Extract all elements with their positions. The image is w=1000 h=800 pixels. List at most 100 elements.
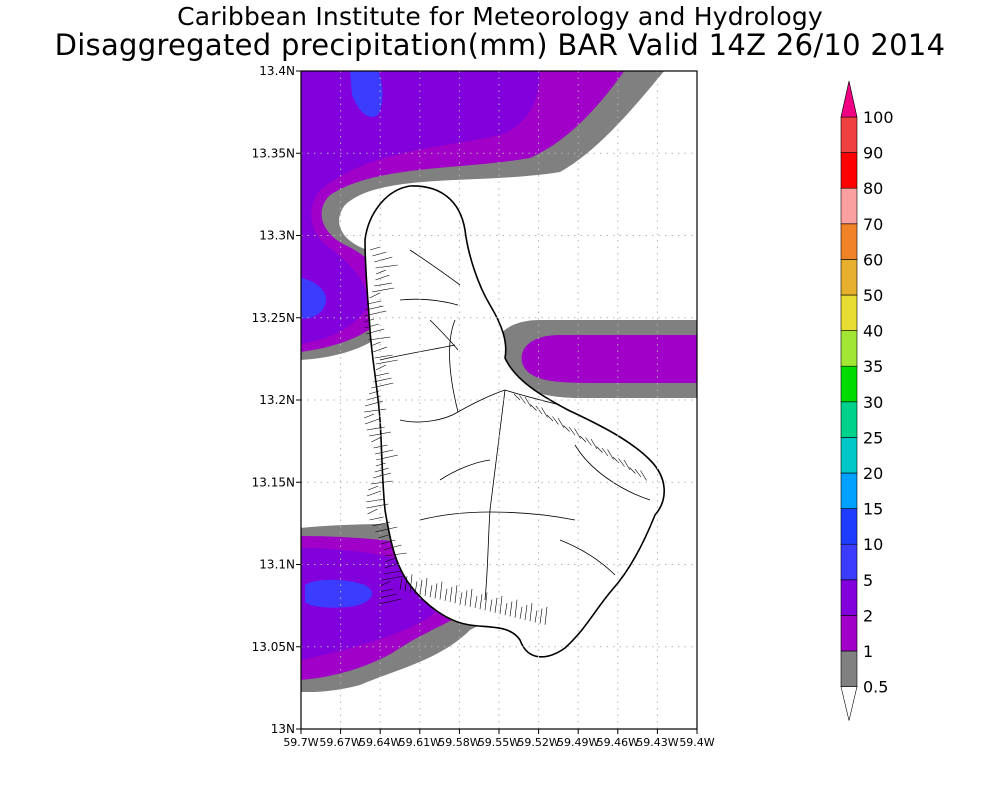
colorbar-min-arrow <box>840 686 858 721</box>
stream-line <box>378 593 397 599</box>
stream-line <box>484 592 488 611</box>
lon-tick-label: 59.58W <box>438 736 480 749</box>
stream-line <box>371 382 394 389</box>
colorbar-max-arrow <box>840 80 858 118</box>
chart-title: Caribbean Institute for Meteorology and … <box>177 2 823 31</box>
colorbar-label: 2 <box>863 606 873 625</box>
stream-line <box>372 346 388 353</box>
stream-line <box>366 395 381 401</box>
lon-tick-label: 59.64W <box>359 736 401 749</box>
colorbar-swatch <box>840 365 858 403</box>
stream-line <box>534 610 538 623</box>
stream-line <box>444 588 448 601</box>
colorbar-label: 70 <box>863 215 883 234</box>
lon-tick-label: 59.55W <box>478 736 520 749</box>
stream-line <box>519 606 523 619</box>
stream-line <box>372 472 391 479</box>
colorbar-swatch <box>840 437 858 474</box>
stream-line <box>414 581 418 594</box>
colorbar-label: 25 <box>863 428 883 447</box>
stream-line <box>375 526 398 533</box>
precip-zone-east-1mm <box>521 335 697 383</box>
lon-tick-label: 59.49W <box>557 736 599 749</box>
stream-line <box>375 462 386 467</box>
stream-line <box>366 503 389 509</box>
stream-line <box>383 570 402 575</box>
colorbar-label: 100 <box>863 108 894 127</box>
stream-line <box>439 581 443 600</box>
colorbar-label: 1 <box>863 642 873 661</box>
colorbar-swatch <box>840 401 858 438</box>
lon-tick-label: 59.61W <box>399 736 441 749</box>
island-outline <box>364 185 665 658</box>
stream-line <box>601 447 609 457</box>
lat-tick-label: 13.05N <box>252 640 295 654</box>
stream-line <box>374 467 389 473</box>
stream-line <box>379 588 394 593</box>
stream-line <box>514 599 518 618</box>
stream-line <box>364 310 387 317</box>
stream-line <box>366 490 382 497</box>
colorbar-label: 15 <box>863 500 883 519</box>
stream-line <box>366 328 385 335</box>
colorbar-swatch <box>840 650 858 687</box>
colorbar-label: 60 <box>863 250 883 269</box>
lon-tick-label: 59.67W <box>319 736 361 749</box>
map-grid <box>301 71 697 729</box>
precip-zone-south-5mm <box>305 579 373 608</box>
colorbar-swatch <box>840 294 858 331</box>
stream-line <box>634 468 642 478</box>
stream-line <box>364 400 384 407</box>
stream-line <box>449 586 453 603</box>
stream-line <box>629 467 636 474</box>
colorbar-label: 20 <box>863 464 883 483</box>
stream-line <box>557 417 565 429</box>
lat-tick-label: 13.25N <box>252 311 295 325</box>
colorbar-swatch <box>840 543 858 581</box>
stream-line <box>372 521 391 527</box>
stream-line <box>590 438 598 450</box>
lat-tick-label: 13.15N <box>252 475 295 489</box>
stream-line <box>454 585 458 604</box>
stream-line <box>373 377 392 383</box>
stream-line <box>546 414 554 422</box>
colorbar-label: 90 <box>863 144 883 163</box>
latitude-axis: 13.4N 13.35N 13.3N 13.25N 13.2N 13.15N 13.1N 13… <box>252 64 301 736</box>
colorbar-label: 30 <box>863 393 883 412</box>
lon-tick-label: 59.43W <box>636 736 678 749</box>
stream-line <box>371 436 382 443</box>
stream-line <box>384 552 407 557</box>
stream-line <box>494 597 498 613</box>
colorbar-swatch <box>840 472 858 509</box>
stream-line <box>640 470 647 481</box>
stream-line <box>368 390 380 395</box>
colorbar-swatch <box>840 330 858 367</box>
stream-line <box>574 428 581 439</box>
stream-line <box>372 251 387 257</box>
stream-line <box>409 574 413 593</box>
precip-zone-west-5mm <box>301 278 326 319</box>
stream-line <box>530 404 537 411</box>
stream-line <box>568 426 576 436</box>
stream-line <box>383 544 402 551</box>
stream-line <box>623 459 631 471</box>
stream-line <box>363 318 375 323</box>
lat-tick-label: 13.35N <box>252 146 295 160</box>
stream-line <box>380 580 391 587</box>
lon-tick-label: 59.7W <box>283 736 318 749</box>
stream-line <box>364 413 375 419</box>
stream-line <box>374 354 393 359</box>
stream-line <box>489 599 493 612</box>
precip-zone-top-2mm <box>301 71 540 344</box>
stream-line <box>375 454 399 461</box>
stream-line <box>364 323 379 329</box>
colorbar-label: 50 <box>863 286 883 305</box>
stream-line <box>529 603 533 622</box>
stream-line <box>374 282 393 287</box>
lon-tick-label: 59.52W <box>517 736 559 749</box>
coastal-streams <box>363 246 647 625</box>
stream-line <box>370 341 381 347</box>
colorbar-swatch <box>840 615 858 652</box>
stream-line <box>618 458 625 467</box>
